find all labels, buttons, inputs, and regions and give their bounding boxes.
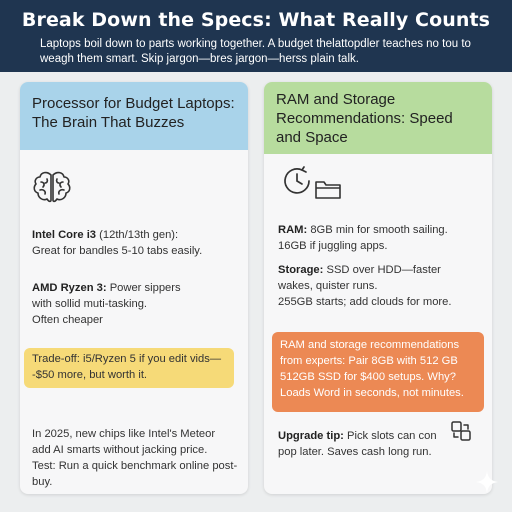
footer-line-3: Test: Run a quick benchmark online post-… [32, 460, 238, 488]
amd-spec: AMD Ryzen 3: Power sippers with sollid m… [32, 280, 242, 328]
expand-icon [450, 420, 472, 447]
page-title: Break Down the Specs: What Really Counts [21, 9, 491, 31]
tradeoff-callout: Trade-off: i5/Ryzen 5 if you edit vids— … [24, 348, 234, 388]
upgrade-label: Upgrade tip: [278, 430, 344, 442]
intel-gen: (12th/13th gen): [96, 229, 179, 241]
footer-line-2: add AI smarts without jacking price. [32, 444, 208, 456]
processor-footer: In 2025, new chips like Intel's Meteor a… [32, 426, 246, 490]
header-banner: Break Down the Specs: What Really Counts… [0, 0, 512, 72]
amd-desc-3: Often cheaper [32, 314, 103, 326]
ram-spec: RAM: 8GB min for smooth sailing. 16GB if… [278, 222, 488, 254]
ram-desc-2: 16GB if juggling apps. [278, 240, 388, 252]
ram-label: RAM: [278, 224, 308, 236]
storage-desc-3: 255GB starts; add clouds for more. [278, 296, 452, 308]
ram-storage-card-heading: RAM and Storage Recommendations: Speed a… [264, 82, 492, 154]
upgrade-tip: Upgrade tip: Pick slots can con pop late… [278, 428, 456, 460]
brain-icon [32, 170, 72, 211]
processor-card: Processor for Budget Laptops: The Brain … [20, 82, 248, 494]
amd-desc-2: with sollid muti-tasking. [32, 298, 148, 310]
folder-icon [314, 178, 342, 205]
intel-spec: Intel Core i3 (12th/13th gen): Great for… [32, 227, 242, 259]
upgrade-desc-1: Pick slots can con [343, 430, 437, 442]
intel-label: Intel Core i3 [32, 229, 97, 241]
recommendation-callout: RAM and storage recommendations from exp… [272, 332, 484, 412]
intel-desc: Great for bandles 5-10 tabs easily. [32, 245, 203, 257]
upgrade-desc-2: pop later. Saves cash long run. [278, 446, 432, 458]
processor-card-heading: Processor for Budget Laptops: The Brain … [20, 82, 248, 150]
ram-storage-card: RAM and Storage Recommendations: Speed a… [264, 82, 492, 494]
amd-desc-1: Power sippers [106, 282, 181, 294]
clock-icon [280, 164, 314, 203]
page-subtitle: Laptops boil down to parts working toget… [40, 38, 471, 65]
footer-line-1: In 2025, new chips like Intel's Meteor [32, 428, 216, 440]
ram-desc-1: 8GB min for smooth sailing. [307, 224, 448, 236]
storage-spec: Storage: SSD over HDD—faster wakes, quis… [278, 262, 490, 310]
storage-desc-1: SSD over HDD—faster [323, 264, 441, 276]
sparkle-icon [476, 471, 498, 498]
storage-desc-2: wakes, quister runs. [278, 280, 378, 292]
storage-label: Storage: [278, 264, 324, 276]
amd-label: AMD Ryzen 3: [32, 282, 107, 294]
